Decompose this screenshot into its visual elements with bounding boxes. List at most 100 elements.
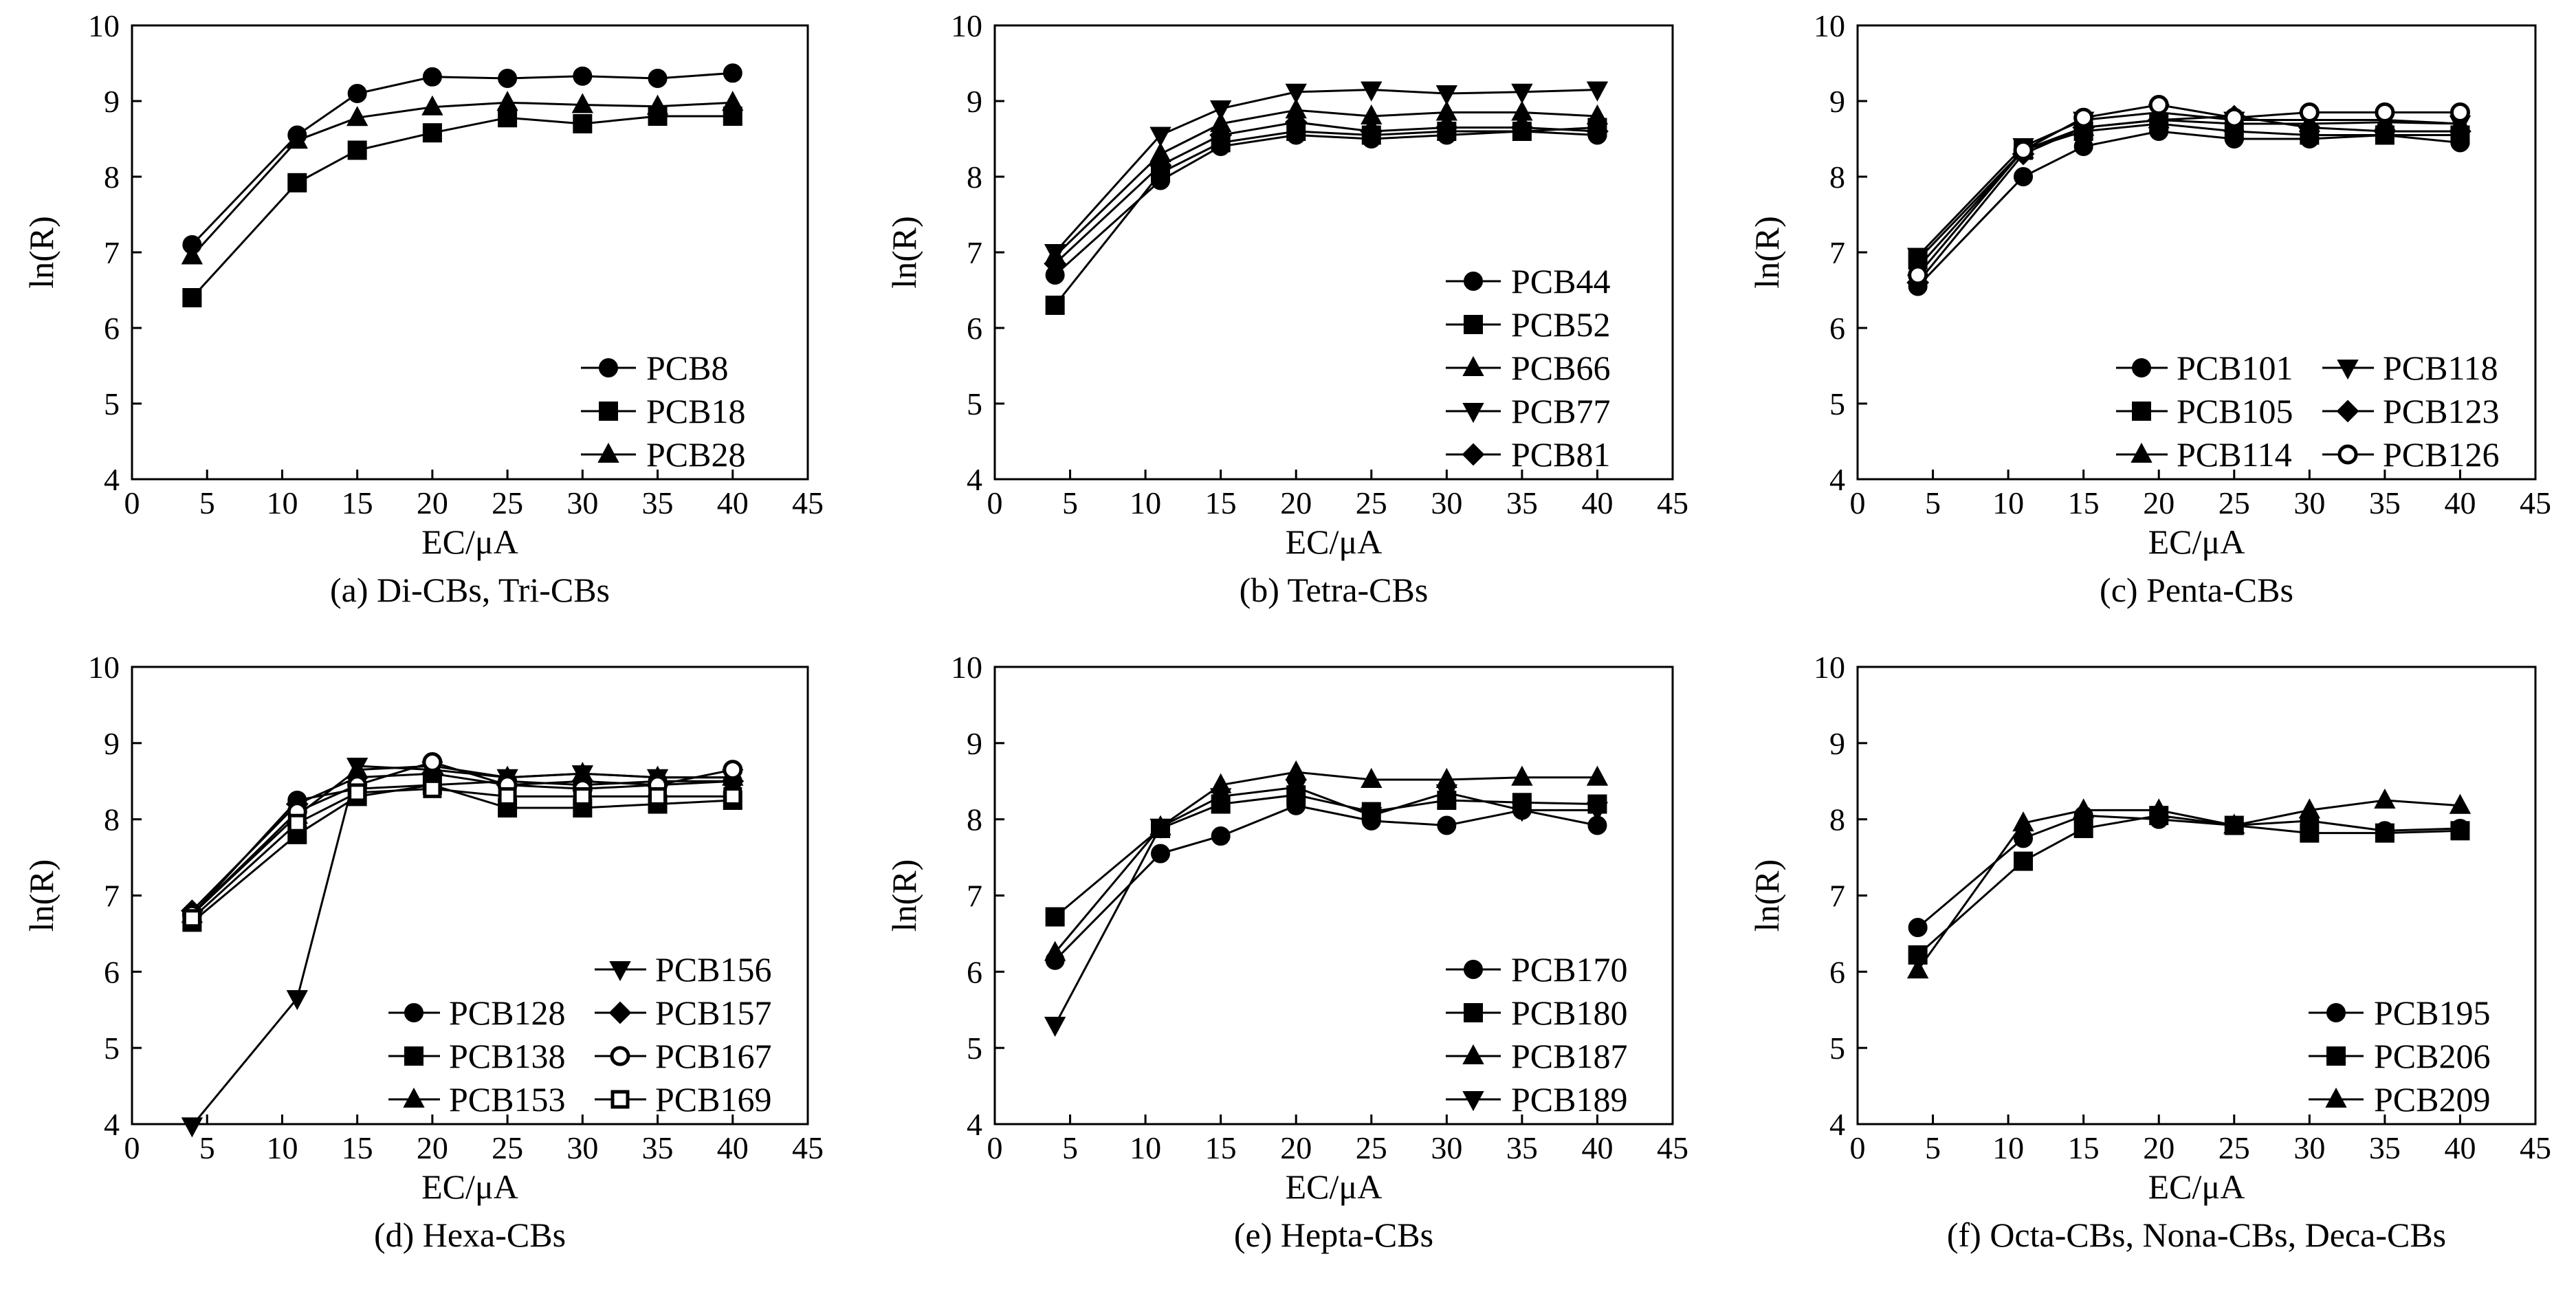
data-point [1361,767,1383,789]
x-tick-label: 5 [1925,1130,1941,1165]
data-point [498,69,518,88]
legend-label: PCB52 [1511,305,1611,344]
x-tick-label: 10 [1130,1130,1161,1165]
data-point [421,95,443,116]
x-tick-label: 20 [2143,485,2175,520]
x-tick-label: 20 [417,485,448,520]
y-tick-label: 6 [104,311,120,346]
chart-panel-5: 0 5 10 15 20 25 30 35 40 4545678910EC/μAln(R)(e) … [885,650,1688,1254]
chart-panel-3: 0 5 10 15 20 25 30 35 40 4545678910EC/μAln(R)(c) … [1748,8,2551,609]
data-point [2450,821,2470,841]
data-point [722,91,744,111]
x-tick-label: 35 [1506,485,1538,520]
data-point [181,244,203,265]
x-tick-label: 5 [199,485,215,520]
y-tick-label: 5 [104,386,120,421]
x-axis-label: EC/μA [421,523,518,561]
series-PCB189 [1044,779,1609,1037]
y-axis-label: ln(R) [1748,859,1786,932]
data-point [1149,127,1171,147]
y-tick-label: 7 [967,879,982,914]
data-point [723,787,742,806]
data-point [423,779,442,798]
legend-marker [2337,360,2359,380]
legend-label: PCB195 [2374,993,2491,1032]
x-tick-label: 15 [1205,1130,1237,1165]
panel-caption: (e) Hepta-CBs [1234,1216,1433,1254]
x-tick-label: 45 [792,1130,824,1165]
x-axis-label: EC/μA [2148,523,2245,561]
y-tick-label: 10 [951,8,982,43]
data-point [498,787,517,806]
data-point [2373,120,2397,143]
y-tick-label: 4 [1829,1107,1845,1142]
legend-label: PCB118 [2383,349,2498,387]
panel-caption: (a) Di-CBs, Tri-CBs [330,571,610,609]
y-tick-label: 10 [88,650,120,685]
series-line [191,780,733,916]
legend-label: PCB66 [1511,349,1611,387]
x-tick-label: 35 [642,1130,674,1165]
series-line [191,787,733,919]
x-tick-label: 25 [492,485,523,520]
data-point [2147,109,2170,131]
data-point [286,129,308,149]
data-point [422,123,442,143]
x-tick-label: 15 [2068,1130,2100,1165]
legend: PCB44 PCB52 PCB66 PCB77 PCB81 [1446,262,1611,474]
series-PCB8 [182,63,742,254]
chart-panel-6: 0 5 10 15 20 25 30 35 40 4545678910EC/μAln(R)(f) … [1748,650,2551,1254]
data-point [498,108,518,128]
legend-label: PCB206 [2374,1037,2491,1075]
series-PCB167 [181,752,743,925]
chart-panel-1: 0 5 10 15 20 25 30 35 40 4545678910EC/μAln(R)(a) … [22,8,824,609]
data-point [348,783,367,802]
x-tick-label: 45 [2520,1130,2551,1165]
data-point [422,752,443,773]
legend-marker [610,1090,630,1109]
legend-marker [404,1046,423,1066]
data-point [347,84,367,103]
data-point [1437,815,1457,835]
y-axis-label: ln(R) [22,859,60,932]
series-line [1054,88,1598,254]
y-axis-label: ln(R) [22,216,60,289]
y-axis-label: ln(R) [885,216,923,289]
data-point [1435,85,1458,106]
x-tick-label: 45 [792,485,824,520]
data-point [1149,818,1171,839]
legend-label: PCB8 [646,349,729,387]
legend-marker [1464,315,1483,334]
series-line [1054,793,1598,918]
legend-marker [599,402,618,421]
legend: PCB195 PCB206 PCB209 [2309,993,2491,1119]
x-tick-label: 40 [1581,485,1613,520]
y-tick-label: 8 [104,160,120,195]
data-point [646,94,669,115]
x-tick-label: 10 [266,485,298,520]
legend-label: PCB77 [1511,392,1611,430]
data-point [1908,918,1928,938]
legend-marker [403,1087,425,1108]
y-tick-label: 9 [967,726,982,761]
x-tick-label: 0 [1850,1130,1866,1165]
x-tick-label: 15 [342,1130,373,1165]
x-tick-label: 45 [2520,485,2551,520]
data-point [1209,100,1232,121]
legend-label: PCB128 [449,993,566,1032]
series-line [191,784,733,923]
y-tick-label: 6 [1829,311,1845,346]
x-tick-label: 40 [717,485,749,520]
x-tick-label: 15 [1205,485,1237,520]
data-point [1511,765,1533,786]
data-point [1211,794,1231,814]
series-PCB156 [181,758,744,1138]
series-line [191,760,734,916]
x-axis-label: EC/μA [1286,523,1383,561]
y-tick-label: 9 [967,84,982,119]
data-point [1045,907,1065,927]
data-point [2449,793,2472,814]
legend-marker [2336,399,2359,423]
legend-label: PCB153 [449,1080,566,1119]
y-tick-label: 6 [104,954,120,989]
